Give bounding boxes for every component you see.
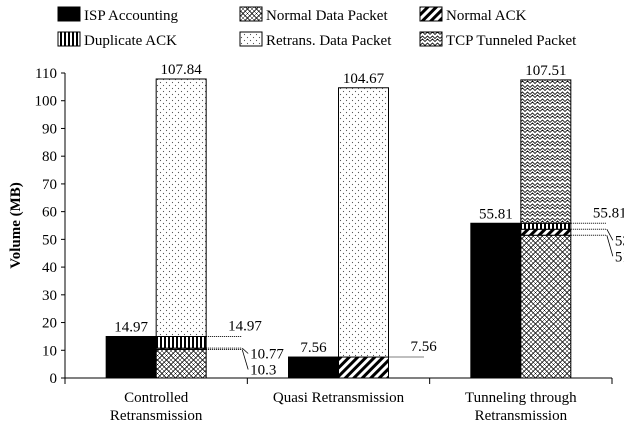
data-label-total: 107.84 [161, 62, 203, 78]
y-tick-label: 60 [42, 205, 57, 221]
bar-segment-retrans-data-packet [155, 78, 207, 337]
legend-label-retrans-data-packet: Retrans. Data Packet [266, 33, 392, 49]
bar-isp-accounting [288, 356, 339, 379]
data-label-isp-accounting: 7.56 [300, 340, 327, 356]
legend-label-tcp-tunneled-packet: TCP Tunneled Packet [446, 33, 577, 49]
y-tick-label: 80 [42, 149, 57, 165]
x-category-label: Quasi Retransmission [273, 390, 405, 406]
x-category-label: Tunneling through [465, 390, 577, 406]
legend-swatch-isp-accounting [57, 6, 81, 22]
x-category-label: Retransmission [475, 408, 568, 424]
leader-connector [241, 349, 249, 370]
y-tick-label: 20 [42, 316, 57, 332]
leader-connector [241, 347, 249, 354]
bar-segment-normal-data-packet [155, 348, 207, 379]
data-label-value: 55.81 [593, 205, 624, 221]
bar-isp-accounting [470, 222, 522, 379]
x-category-label: Controlled [124, 390, 189, 406]
y-tick-label: 40 [42, 260, 57, 276]
legend-swatch-duplicate-ack [57, 31, 81, 47]
data-label-value: 51.49 [615, 249, 624, 265]
data-label-value: 10.77 [250, 346, 284, 362]
bar-segment-duplicate-ack [155, 335, 207, 349]
y-tick-label: 100 [35, 94, 58, 110]
bar-segment-tcp-tunneled-packet [520, 79, 572, 224]
axes: 0 10 20 30 40 50 60 70 80 90 100 110 Volume (MB) Cont… [8, 66, 613, 424]
x-category-label: Retransmission [110, 408, 203, 424]
data-label-total: 104.67 [343, 71, 385, 87]
y-tick-label: 50 [42, 232, 57, 248]
legend-label-normal-ack: Normal ACK [446, 8, 527, 24]
data-label-total: 107.51 [525, 63, 566, 79]
y-tick-label: 10 [42, 343, 57, 359]
y-tick-label: 70 [42, 177, 57, 193]
leader-connector [606, 229, 614, 241]
bar-segment-retrans-data-packet [338, 87, 389, 358]
data-label-isp-accounting: 55.81 [479, 206, 513, 222]
bar-isp-accounting [105, 335, 157, 379]
bar-segment-duplicate-ack [520, 222, 572, 230]
legend-label-duplicate-ack: Duplicate ACK [84, 33, 177, 49]
y-axis-title: Volume (MB) [8, 182, 24, 269]
legend-swatch-normal-ack [419, 6, 443, 22]
bars [105, 78, 572, 379]
legend-label-isp-accounting: ISP Accounting [84, 8, 179, 24]
leader-connector [606, 235, 614, 257]
y-tick-label: 90 [42, 121, 57, 137]
legend-label-normal-data-packet: Normal Data Packet [266, 8, 388, 24]
bar-segment-normal-ack [338, 356, 389, 379]
y-tick-label: 110 [35, 66, 57, 82]
bar-segment-normal-ack [520, 228, 572, 236]
legend: ISP Accounting Normal Data Packet Normal A… [57, 6, 577, 49]
legend-swatch-tcp-tunneled-packet [419, 31, 443, 47]
y-tick-label: 0 [50, 371, 58, 387]
data-label-value: 7.56 [411, 339, 438, 355]
legend-swatch-normal-data-packet [239, 6, 263, 22]
y-tick-label: 30 [42, 288, 57, 304]
data-label-value: 10.3 [250, 362, 276, 378]
legend-swatch-retrans-data-packet [239, 31, 263, 47]
data-label-value: 53.65 [615, 233, 624, 249]
data-label-value: 14.97 [228, 318, 262, 334]
bar-segment-normal-data-packet [520, 234, 572, 379]
data-label-isp-accounting: 14.97 [114, 319, 148, 335]
